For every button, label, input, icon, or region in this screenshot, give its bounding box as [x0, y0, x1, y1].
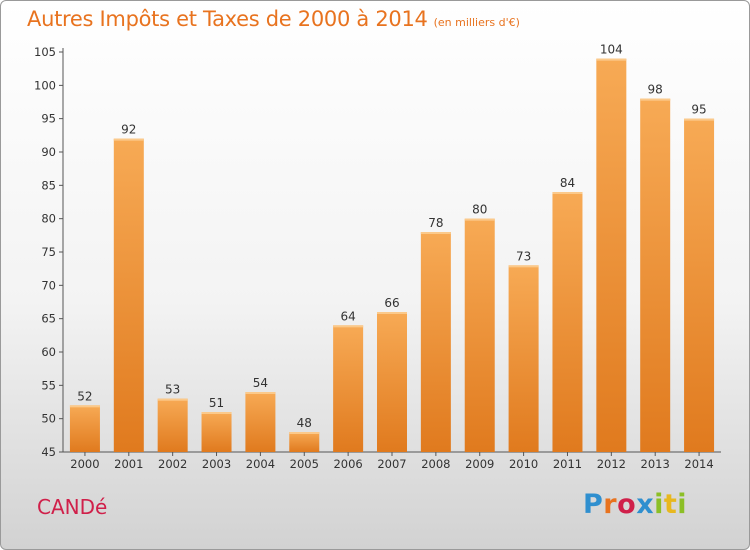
chart-title-text: Autres Impôts et Taxes de 2000 à 2014 [27, 7, 428, 31]
x-tick-label: 2003 [202, 457, 231, 471]
data-label: 104 [600, 43, 623, 57]
y-tick-label: 55 [41, 378, 56, 392]
x-tick-label: 2014 [684, 457, 713, 471]
bar-highlight [245, 392, 276, 394]
y-tick-label: 100 [34, 78, 56, 92]
data-label: 48 [297, 416, 312, 430]
bar-highlight [464, 218, 495, 221]
data-label: 84 [560, 176, 575, 190]
bar-2005 [289, 432, 320, 452]
logo-letter: x [636, 489, 655, 520]
y-tick-label: 80 [41, 212, 56, 226]
bar-highlight [289, 432, 320, 434]
data-label: 66 [384, 296, 399, 310]
data-label: 78 [428, 216, 443, 230]
bar-2008 [420, 232, 451, 452]
x-tick-label: 2002 [158, 457, 187, 471]
data-label: 64 [340, 309, 355, 323]
x-tick-label: 2007 [377, 457, 406, 471]
bar-2011 [552, 192, 583, 452]
data-label: 73 [516, 249, 531, 263]
commune-name: CANDé [37, 495, 108, 519]
bar-2001 [113, 138, 144, 452]
y-tick-label: 70 [41, 278, 56, 292]
y-tick-label: 45 [41, 445, 56, 459]
data-label: 95 [691, 103, 706, 117]
y-tick-label: 60 [41, 345, 56, 359]
bar-2007 [377, 312, 407, 452]
logo-letter: r [603, 489, 618, 520]
bar-highlight [552, 192, 583, 194]
logo-letter: o [617, 489, 637, 520]
x-tick-label: 2004 [246, 457, 275, 471]
x-tick-label: 2001 [114, 457, 143, 471]
bar-2002 [157, 398, 188, 452]
bar-2000 [69, 405, 100, 452]
bar-2006 [333, 325, 364, 452]
bar-highlight [596, 58, 627, 61]
bar-2009 [464, 218, 495, 452]
bar-highlight [508, 265, 539, 268]
logo-letter: P [583, 489, 604, 520]
x-tick-label: 2013 [641, 457, 670, 471]
x-tick-label: 2006 [333, 457, 362, 471]
x-tick-label: 2005 [290, 457, 319, 471]
x-tick-label: 2010 [509, 457, 538, 471]
bar-highlight [377, 312, 407, 314]
chart-title: Autres Impôts et Taxes de 2000 à 2014 (en… [27, 7, 520, 31]
logo-letter: i [677, 489, 688, 520]
bar-2004 [245, 392, 276, 452]
bar-highlight [420, 232, 451, 234]
bar-highlight [69, 405, 100, 408]
bar-highlight [684, 118, 715, 121]
data-label: 80 [472, 203, 487, 217]
data-label: 92 [121, 123, 136, 137]
data-label: 53 [165, 383, 180, 397]
bar-highlight [157, 398, 188, 401]
x-tick-label: 2011 [553, 457, 582, 471]
bar-2012 [596, 58, 627, 453]
x-tick-label: 2008 [421, 457, 450, 471]
bar-2003 [201, 412, 232, 452]
logo-letter: i [654, 489, 664, 520]
proxiti-logo: Proxiti [583, 489, 687, 520]
logo-letter: t [663, 489, 678, 520]
data-label: 54 [253, 376, 268, 390]
bar-highlight [640, 98, 671, 101]
bar-2014 [684, 118, 715, 453]
y-tick-label: 105 [34, 45, 56, 59]
y-tick-label: 75 [41, 245, 56, 259]
data-label: 51 [209, 396, 224, 410]
y-tick-label: 65 [41, 312, 56, 326]
bar-highlight [333, 325, 364, 328]
x-tick-label: 2009 [465, 457, 494, 471]
y-tick-label: 95 [41, 112, 56, 126]
bar-highlight [201, 412, 232, 414]
y-tick-label: 85 [41, 178, 56, 192]
y-tick-label: 50 [41, 412, 56, 426]
y-tick-label: 90 [41, 145, 56, 159]
x-tick-label: 2012 [597, 457, 626, 471]
bar-highlight [113, 138, 144, 141]
bar-2013 [640, 98, 671, 453]
data-label: 98 [648, 83, 663, 97]
chart-subtitle: (en milliers d'€) [433, 16, 520, 29]
bar-2010 [508, 265, 539, 452]
data-label: 52 [77, 389, 92, 403]
x-tick-label: 2000 [70, 457, 99, 471]
